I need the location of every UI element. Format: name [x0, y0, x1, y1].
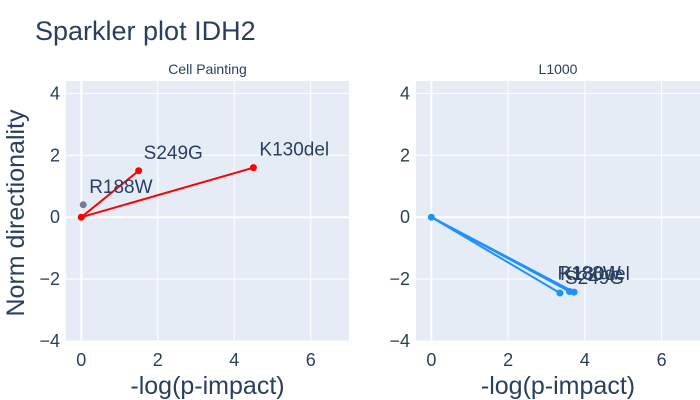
- variant-label: K130del: [259, 140, 329, 161]
- x-axis-label: -log(p-impact): [481, 372, 635, 400]
- variant-label: R188W: [558, 263, 621, 284]
- y-tick-label: −2: [389, 269, 410, 289]
- x-tick-label: 6: [657, 350, 667, 370]
- variant-point: [570, 288, 578, 296]
- subplot-title: Cell Painting: [168, 61, 247, 77]
- origin-point: [77, 213, 85, 221]
- panel-0: 0 2 4 6 −4 −2 0 2 4 Cell Painting -log(p-impact) R1…: [39, 61, 349, 400]
- y-tick-label: 4: [400, 83, 410, 103]
- plot-area: [66, 81, 349, 341]
- x-tick-label: 2: [153, 350, 163, 370]
- panel-1: 0 2 4 6 −4 −2 0 2 4 L1000 -log(p-impact) S249GR188W…: [389, 61, 700, 400]
- x-tick-label: 0: [426, 350, 436, 370]
- variant-point: [249, 164, 257, 172]
- variant-label: K130del: [560, 264, 630, 285]
- x-tick-label: 0: [76, 350, 86, 370]
- y-tick-label: −4: [39, 331, 60, 351]
- x-tick-label: 6: [306, 350, 316, 370]
- y-tick-label: 2: [400, 145, 410, 165]
- origin-point: [427, 213, 435, 221]
- figure-title: Sparkler plot IDH2: [35, 16, 256, 46]
- variant-label: S249G: [565, 268, 624, 289]
- plot-area: [416, 81, 700, 341]
- x-tick-label: 4: [229, 350, 239, 370]
- x-tick-label: 2: [503, 350, 513, 370]
- variant-point: [79, 201, 87, 209]
- subplot-panels: 0 2 4 6 −4 −2 0 2 4 Cell Painting -log(p-impact) R1…: [39, 61, 700, 400]
- variant-segment: [430, 216, 575, 293]
- subplot-title: L1000: [539, 61, 578, 77]
- variant-label: S249G: [144, 143, 203, 164]
- variant-point: [556, 289, 564, 297]
- variant-segment: [81, 166, 254, 219]
- x-tick-label: 4: [580, 350, 590, 370]
- y-tick-label: −2: [39, 269, 60, 289]
- variant-segment: [80, 169, 140, 218]
- x-axis-label: -log(p-impact): [130, 372, 284, 400]
- y-tick-label: 0: [50, 207, 60, 227]
- y-tick-label: 0: [400, 207, 410, 227]
- y-tick-label: 4: [50, 83, 60, 103]
- variant-label: R188W: [89, 177, 152, 198]
- y-tick-label: 2: [50, 145, 60, 165]
- y-tick-label: −4: [389, 331, 410, 351]
- variant-point: [135, 167, 143, 175]
- y-axis-label: Norm directionality: [2, 109, 30, 317]
